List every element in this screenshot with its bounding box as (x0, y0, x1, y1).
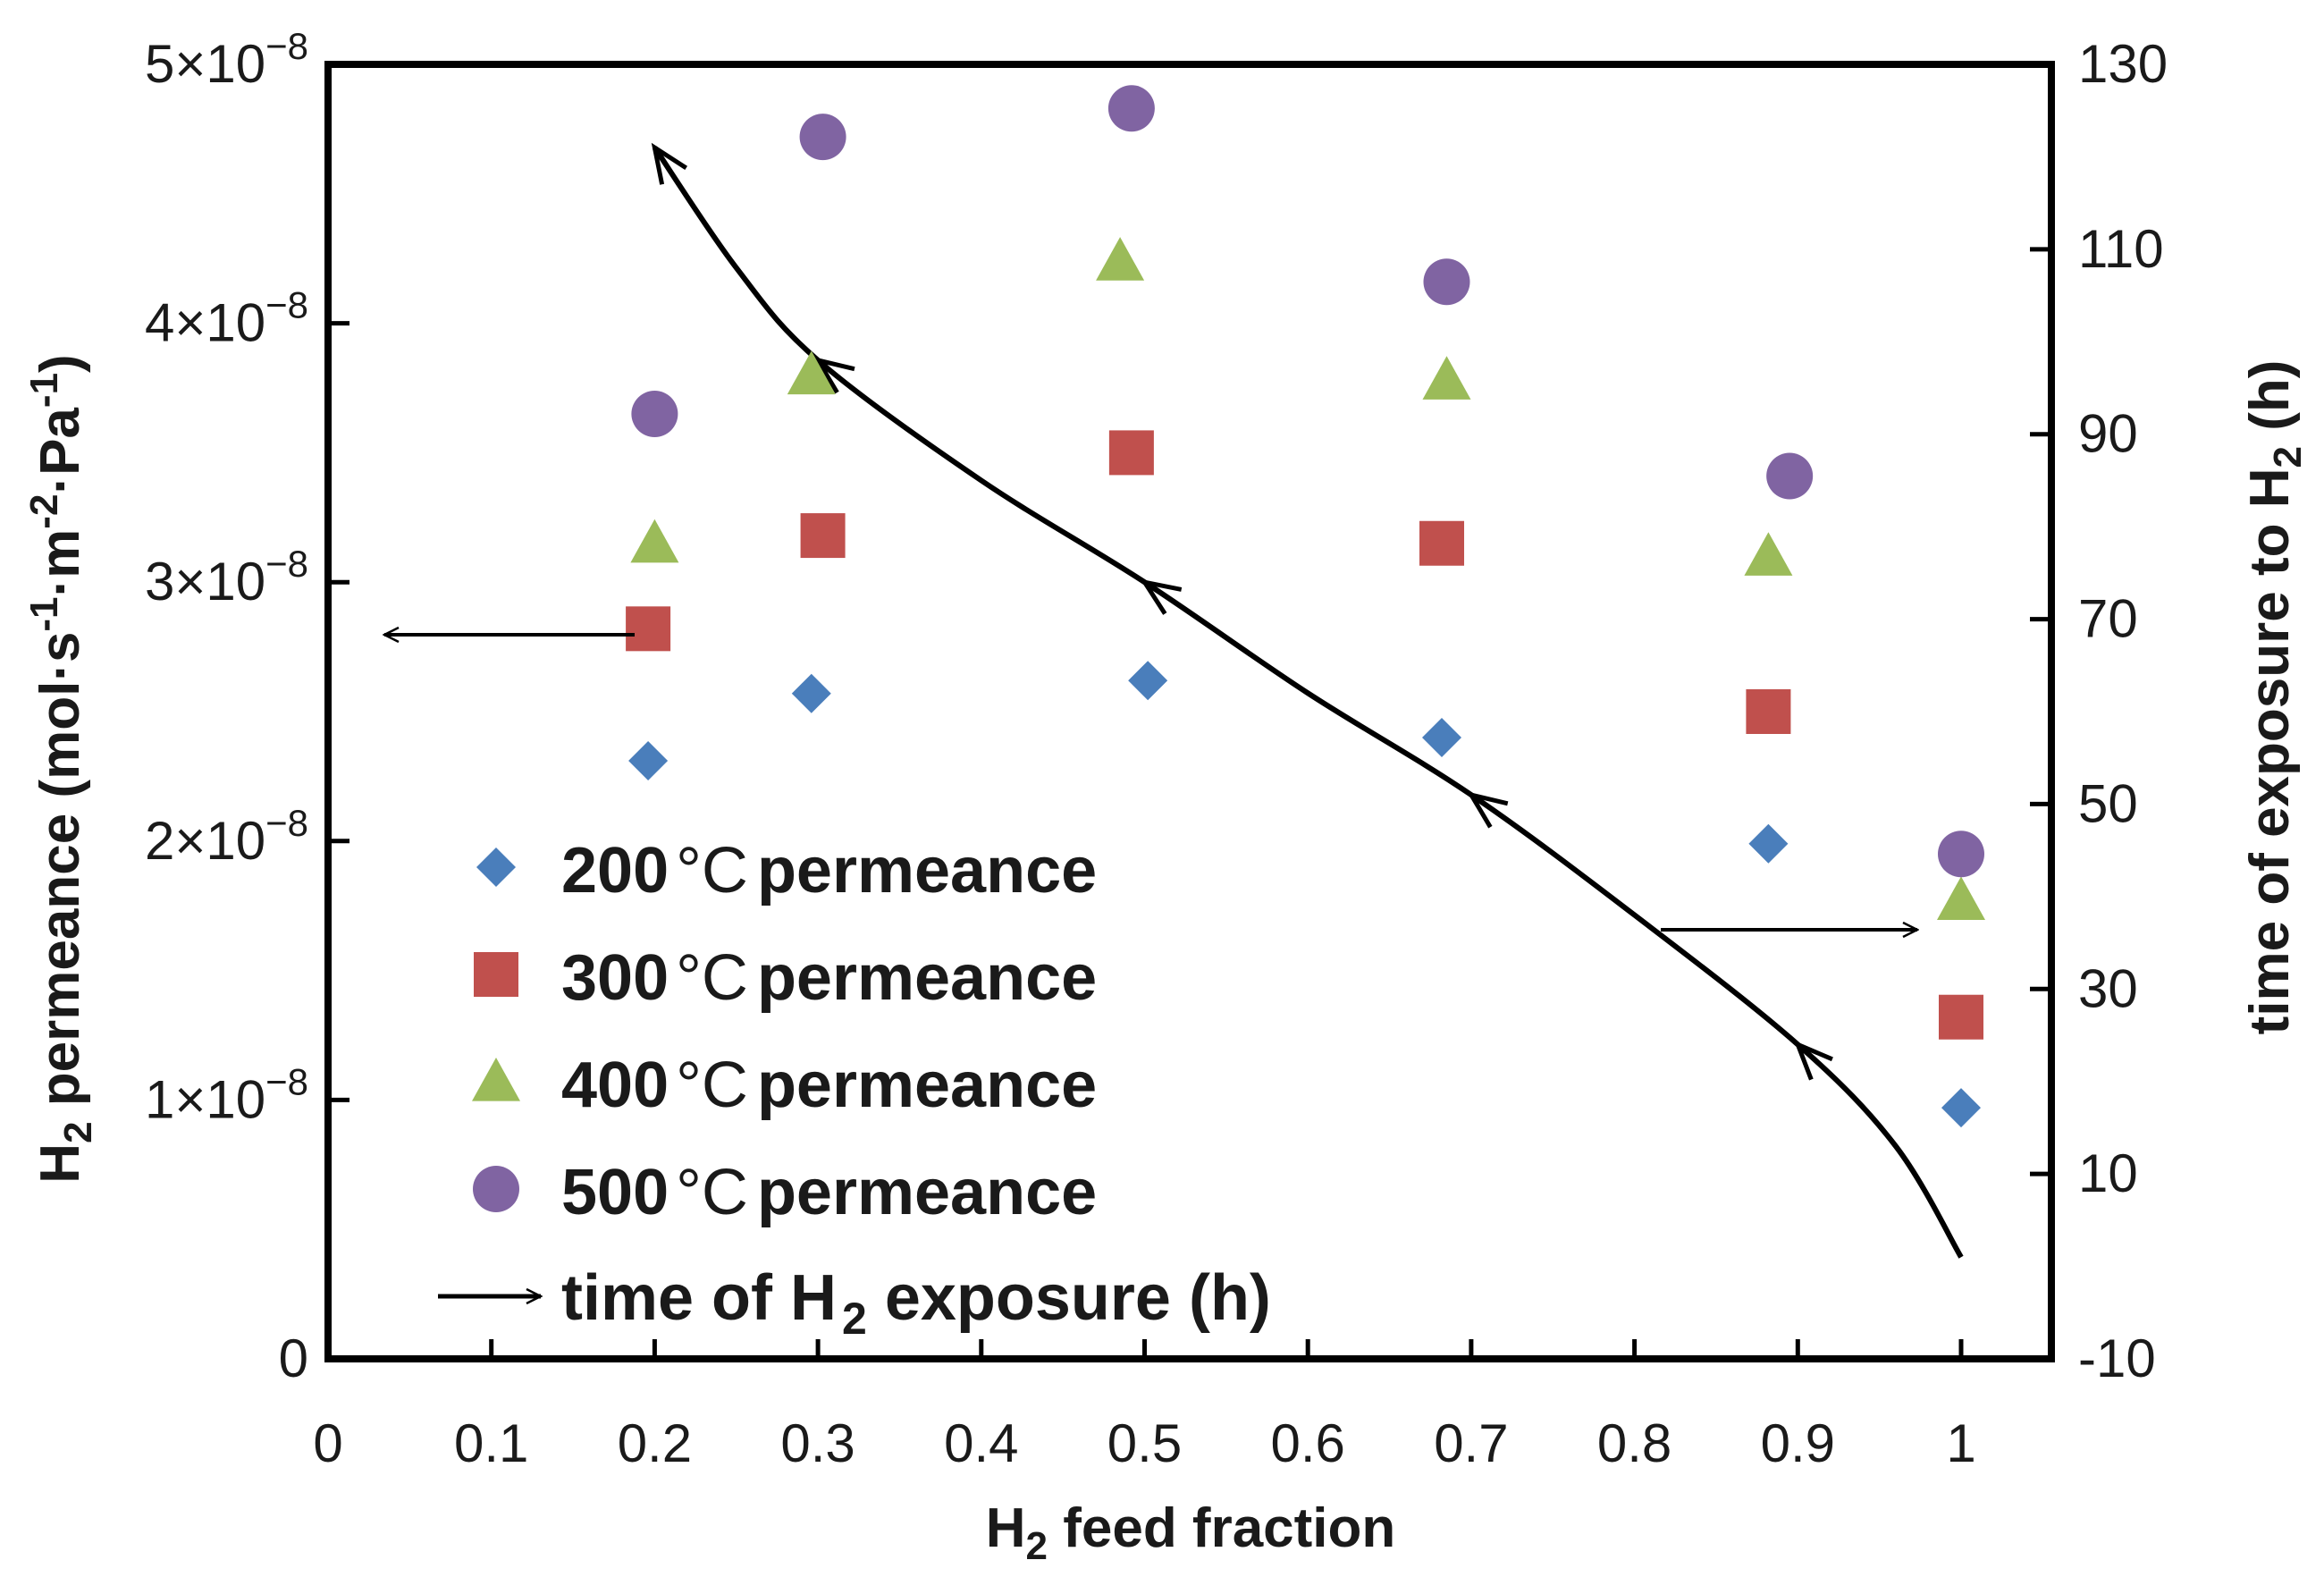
y2-tick-label: -10 (2078, 1328, 2156, 1388)
data-point-400c (1096, 237, 1145, 281)
x-tick-label: 0.3 (780, 1413, 855, 1473)
data-point-300c (800, 513, 846, 559)
time-curve-arrowhead (1793, 1040, 1833, 1081)
data-point-300c (1108, 430, 1154, 476)
time-curve-arrowhead (1466, 791, 1509, 829)
y2-tick-label: 70 (2078, 589, 2138, 649)
data-point-500c (1107, 85, 1155, 132)
data-point-200c (1422, 717, 1462, 757)
data-point-300c (626, 606, 671, 652)
legend-marker-300c (474, 952, 518, 997)
y2-axis-ticks: -10 10 30 50 70 90 110 130 (2030, 34, 2168, 1388)
y2-axis-title: time of exposure to H2 (h) (2239, 360, 2310, 1035)
legend-marker-400c (472, 1058, 520, 1101)
x-tick-label: 0.8 (1597, 1413, 1671, 1473)
data-point-300c (1746, 689, 1791, 734)
data-point-200c (628, 741, 669, 781)
x-tick-label: 1 (1946, 1413, 1975, 1473)
data-point-500c (631, 390, 678, 437)
data-point-400c (1744, 532, 1793, 576)
y-tick-label: 2×10−8 (145, 802, 308, 871)
data-point-500c (799, 114, 846, 161)
x-tick-label: 0 (313, 1413, 342, 1473)
data-point-400c (1937, 876, 1985, 921)
y-axis-ticks: 0 1×10−8 2×10−8 3×10−8 4×10−8 5×10−8 (145, 25, 349, 1388)
x-axis-title: H2 feed fraction (986, 1497, 1396, 1568)
legend-marker-500c (473, 1166, 519, 1212)
x-tick-label: 0.9 (1761, 1413, 1835, 1473)
data-point-400c (787, 350, 836, 395)
y-axis-title: H2 permeance (mol·s-1·m-2·Pa-1) (22, 354, 100, 1183)
data-point-500c (1938, 831, 1984, 878)
data-point-400c (1422, 356, 1471, 400)
legend-label-200c: 200 °C permeance (561, 835, 1097, 907)
data-point-300c (1419, 520, 1465, 566)
y2-tick-label: 50 (2078, 773, 2138, 833)
y2-tick-label: 10 (2078, 1143, 2138, 1203)
data-point-300c (1939, 994, 1983, 1040)
y2-tick-label: 110 (2078, 219, 2164, 279)
data-point-200c (791, 673, 831, 713)
data-point-200c (1941, 1088, 1981, 1128)
legend-marker-200c (476, 848, 516, 887)
x-tick-label: 0.1 (454, 1413, 528, 1473)
axis-pointers (384, 635, 1917, 930)
legend-label-500c: 500 °C permeance (561, 1157, 1097, 1228)
time-curve-arrowhead (1140, 578, 1183, 615)
time-curve-arrowhead (813, 357, 855, 394)
data-point-500c (1766, 452, 1814, 500)
data-point-200c (1748, 823, 1789, 864)
x-tick-label: 0.7 (1434, 1413, 1508, 1473)
x-tick-label: 0.5 (1107, 1413, 1182, 1473)
plot-area-border (324, 61, 2055, 1362)
legend-label-300c: 300 °C permeance (561, 942, 1097, 1014)
data-markers (626, 85, 1985, 1128)
plot-frame (324, 61, 2055, 1362)
y-tick-label: 0 (279, 1328, 308, 1388)
y-tick-label: 5×10−8 (145, 25, 308, 94)
data-point-400c (630, 519, 679, 563)
data-point-200c (1128, 661, 1168, 701)
y-tick-label: 1×10−8 (145, 1060, 308, 1129)
time-curve-arrowhead (651, 142, 688, 185)
data-point-500c (1423, 258, 1470, 306)
y-tick-label: 4×10−8 (145, 284, 308, 353)
x-tick-label: 0.6 (1270, 1413, 1344, 1473)
x-axis-ticks: 0 0.1 0.2 0.3 0.4 0.5 0.6 0.7 0.8 0.9 1 (313, 1339, 1976, 1473)
legend-label-400c: 400 °C permeance (561, 1050, 1097, 1121)
legend: 200 °C permeance 300 °C permeance 400 °C permean… (438, 835, 1271, 1344)
x-tick-label: 0.2 (618, 1413, 692, 1473)
y2-tick-label: 90 (2078, 404, 2138, 464)
y2-tick-label: 30 (2078, 958, 2138, 1018)
x-tick-label: 0.4 (944, 1413, 1018, 1473)
y-tick-label: 3×10−8 (145, 543, 308, 611)
y2-tick-label: 130 (2078, 34, 2168, 94)
